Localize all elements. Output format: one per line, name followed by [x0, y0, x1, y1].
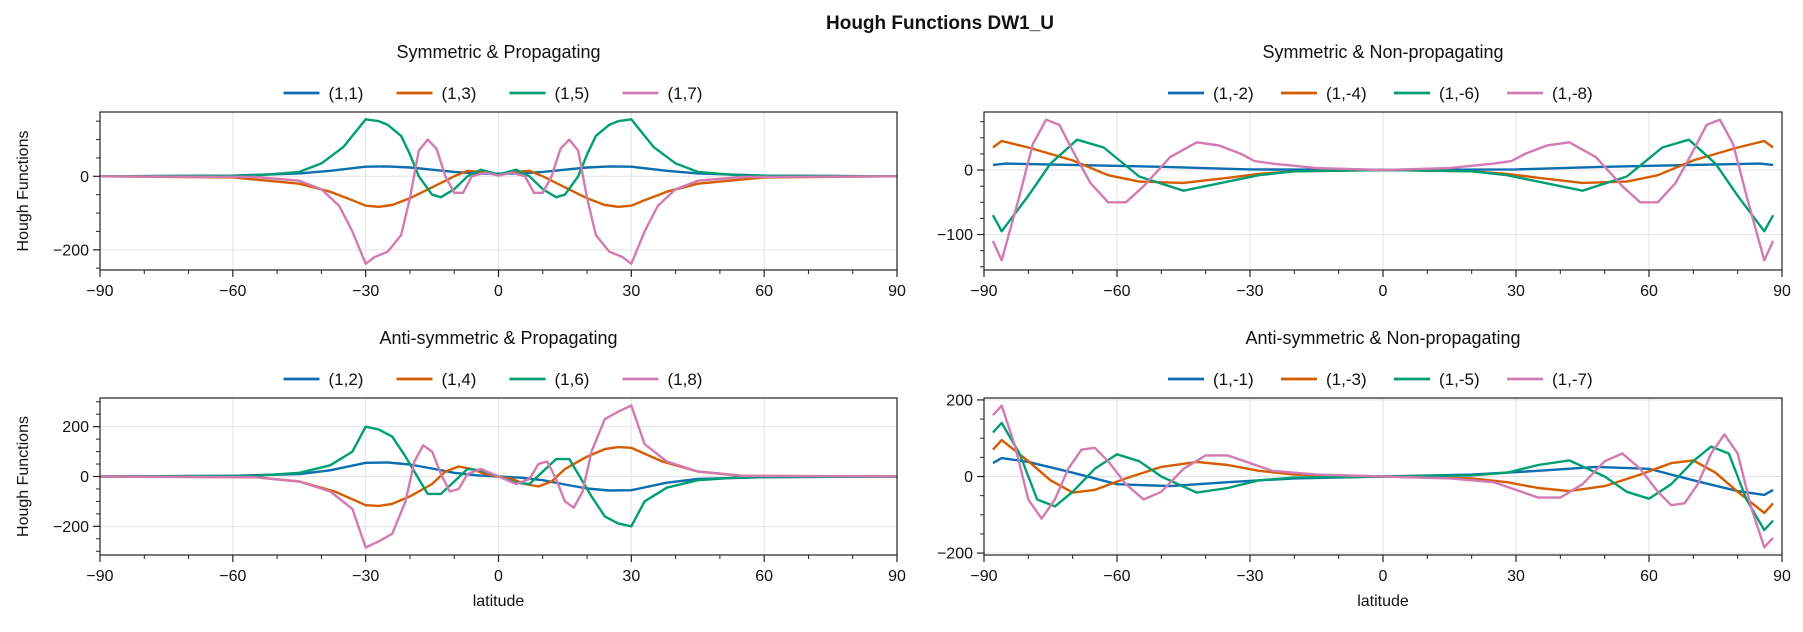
- x-tick-label: 60: [755, 283, 773, 300]
- series-line-(1,-7): [992, 404, 1774, 549]
- x-tick-label: 30: [622, 568, 640, 585]
- y-tick-label: 0: [964, 163, 973, 180]
- legend-label: (1,-8): [1552, 84, 1593, 103]
- x-tick-label: −60: [219, 283, 246, 300]
- y-tick-label: −200: [937, 546, 973, 563]
- x-tick-label: 90: [888, 283, 906, 300]
- series-line-(1,8): [100, 404, 897, 549]
- legend-label: (1,6): [555, 370, 590, 389]
- legend-label: (1,8): [668, 370, 703, 389]
- panel-title: Anti-symmetric & Non-propagating: [1245, 328, 1520, 348]
- chart-panel-4: −90 −60 −30 0 30 60 90 −200 0 200 Anti-symmetric &…: [937, 328, 1791, 610]
- legend-label: (1,3): [442, 84, 477, 103]
- series-line-(1,-8): [991, 118, 1775, 262]
- y-tick-label: 0: [80, 169, 89, 186]
- x-tick-label: −30: [1236, 283, 1263, 300]
- x-tick-label: 0: [494, 283, 503, 300]
- chart-panel-2: −90 −60 −30 0 30 60 90 −100 0 Symmetric & Non-pro…: [937, 42, 1791, 300]
- legend-label: (1,-5): [1439, 370, 1480, 389]
- legend: (1,-2) (1,-4) (1,-6) (1,-8): [1168, 84, 1593, 103]
- x-tick-label: −60: [1103, 283, 1130, 300]
- x-tick-label: 60: [755, 568, 773, 585]
- legend-label: (1,-3): [1326, 370, 1367, 389]
- legend-label: (1,2): [329, 370, 364, 389]
- legend-label: (1,5): [555, 84, 590, 103]
- series-group: [100, 118, 897, 265]
- y-axis-label: Hough Functions: [15, 416, 32, 537]
- panel-title: Symmetric & Non-propagating: [1262, 42, 1503, 62]
- x-tick-label: 30: [622, 283, 640, 300]
- x-tick-label: −90: [86, 283, 113, 300]
- series-group: [100, 404, 897, 549]
- series-group: [992, 404, 1774, 549]
- figure-title: Hough Functions DW1_U: [826, 13, 1054, 34]
- y-tick-label: 0: [964, 469, 973, 486]
- legend-label: (1,7): [668, 84, 703, 103]
- x-tick-label: −90: [970, 283, 997, 300]
- legend-label: (1,-7): [1552, 370, 1593, 389]
- legend-label: (1,-1): [1213, 370, 1254, 389]
- chart-panel-1: −90 −60 −30 0 30 60 90 −200 0 Symmetric & Propaga…: [15, 42, 906, 300]
- legend-label: (1,-6): [1439, 84, 1480, 103]
- x-tick-label: −30: [352, 568, 379, 585]
- legend-label: (1,-2): [1213, 84, 1254, 103]
- x-tick-label: 30: [1507, 568, 1525, 585]
- x-tick-label: −90: [970, 568, 997, 585]
- y-tick-label: −100: [937, 227, 973, 244]
- x-tick-label: −30: [352, 283, 379, 300]
- x-tick-label: −30: [1236, 568, 1263, 585]
- x-tick-label: 0: [494, 568, 503, 585]
- legend-label: (1,1): [329, 84, 364, 103]
- y-tick-label: 200: [946, 392, 973, 409]
- y-axis-label: Hough Functions: [15, 131, 32, 252]
- legend: (1,2) (1,4) (1,6) (1,8): [283, 370, 703, 389]
- x-tick-label: 0: [1379, 283, 1388, 300]
- x-axis-label: latitude: [473, 593, 525, 610]
- series-group: [991, 118, 1775, 262]
- x-tick-label: −60: [1103, 568, 1130, 585]
- chart-panel-3: −90 −60 −30 0 30 60 90 −200 0 200 Anti-symmetric &…: [15, 328, 906, 610]
- legend-label: (1,4): [442, 370, 477, 389]
- x-axis-label: latitude: [1357, 593, 1409, 610]
- series-line-(1,7): [100, 138, 897, 265]
- legend: (1,-1) (1,-3) (1,-5) (1,-7): [1168, 370, 1593, 389]
- y-tick-label: −200: [53, 519, 89, 536]
- x-tick-label: 60: [1640, 283, 1658, 300]
- panel-title: Symmetric & Propagating: [396, 42, 600, 62]
- legend-label: (1,-4): [1326, 84, 1367, 103]
- legend: (1,1) (1,3) (1,5) (1,7): [283, 84, 703, 103]
- x-tick-label: 90: [888, 568, 906, 585]
- panels: −90 −60 −30 0 30 60 90 −200 0 Symmetric & Propaga…: [15, 42, 1791, 610]
- x-tick-label: −90: [86, 568, 113, 585]
- x-tick-label: 60: [1640, 568, 1658, 585]
- y-tick-label: 200: [62, 419, 89, 436]
- x-tick-label: 30: [1507, 283, 1525, 300]
- x-tick-label: 90: [1773, 283, 1791, 300]
- x-tick-label: 90: [1773, 568, 1791, 585]
- x-tick-label: 0: [1379, 568, 1388, 585]
- x-tick-label: −60: [219, 568, 246, 585]
- y-tick-label: −200: [53, 242, 89, 259]
- y-tick-label: 0: [80, 469, 89, 486]
- panel-title: Anti-symmetric & Propagating: [379, 328, 617, 348]
